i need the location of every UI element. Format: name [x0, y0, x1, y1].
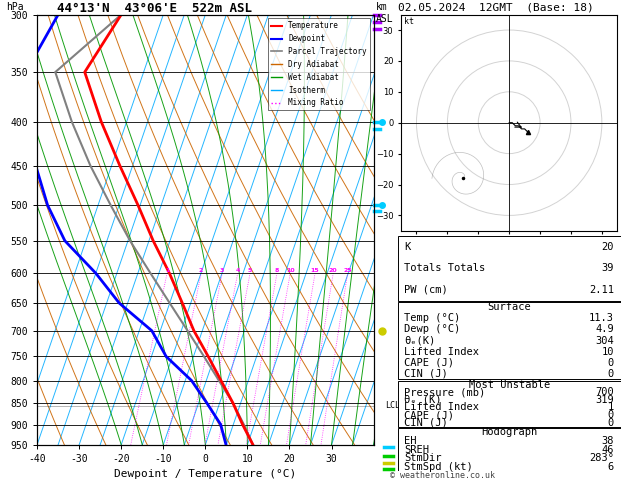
Text: km
ASL: km ASL — [376, 2, 394, 24]
Text: StmSpd (kt): StmSpd (kt) — [404, 462, 473, 472]
Text: Dewp (°C): Dewp (°C) — [404, 325, 460, 334]
Bar — [398, 381, 621, 427]
Text: 15: 15 — [311, 268, 320, 273]
Bar — [398, 302, 621, 380]
Text: Surface: Surface — [487, 302, 531, 312]
Text: 6: 6 — [608, 462, 614, 472]
Text: 283°: 283° — [589, 453, 614, 463]
Text: 4: 4 — [235, 268, 240, 273]
Text: StmDir: StmDir — [404, 453, 442, 463]
Text: K: K — [404, 242, 411, 252]
Text: θₑ(K): θₑ(K) — [404, 336, 435, 346]
Text: 0: 0 — [608, 358, 614, 368]
Text: 3: 3 — [220, 268, 225, 273]
Text: 0: 0 — [608, 410, 614, 420]
Text: 25: 25 — [343, 268, 352, 273]
Text: LCL: LCL — [386, 401, 401, 410]
Text: 1: 1 — [165, 268, 169, 273]
Text: EH: EH — [404, 436, 417, 446]
Text: Most Unstable: Most Unstable — [469, 380, 550, 389]
Text: Lifted Index: Lifted Index — [404, 402, 479, 413]
Text: 4.9: 4.9 — [596, 325, 614, 334]
Legend: Temperature, Dewpoint, Parcel Trajectory, Dry Adiabat, Wet Adiabat, Isotherm, Mi: Temperature, Dewpoint, Parcel Trajectory… — [267, 18, 370, 110]
Text: 46: 46 — [601, 445, 614, 454]
Text: hPa: hPa — [6, 2, 24, 13]
Text: 10: 10 — [286, 268, 294, 273]
Text: 5: 5 — [248, 268, 252, 273]
Text: Temp (°C): Temp (°C) — [404, 313, 460, 323]
Text: CIN (J): CIN (J) — [404, 369, 448, 379]
Text: 8: 8 — [275, 268, 279, 273]
Text: 11.3: 11.3 — [589, 313, 614, 323]
Text: SREH: SREH — [404, 445, 429, 454]
Bar — [398, 428, 621, 471]
Text: 304: 304 — [596, 336, 614, 346]
Text: 2: 2 — [199, 268, 203, 273]
Text: Lifted Index: Lifted Index — [404, 347, 479, 357]
Text: 39: 39 — [601, 263, 614, 273]
Text: CAPE (J): CAPE (J) — [404, 410, 454, 420]
Text: 319: 319 — [596, 395, 614, 405]
Text: © weatheronline.co.uk: © weatheronline.co.uk — [390, 471, 495, 480]
Text: 700: 700 — [596, 387, 614, 397]
Text: kt: kt — [404, 17, 414, 26]
Text: 0: 0 — [608, 369, 614, 379]
Text: 20: 20 — [601, 242, 614, 252]
Text: 0: 0 — [608, 418, 614, 428]
Text: Hodograph: Hodograph — [481, 427, 537, 437]
Text: 38: 38 — [601, 436, 614, 446]
Text: CIN (J): CIN (J) — [404, 418, 448, 428]
Text: 20: 20 — [329, 268, 338, 273]
X-axis label: Dewpoint / Temperature (°C): Dewpoint / Temperature (°C) — [114, 469, 296, 479]
Text: CAPE (J): CAPE (J) — [404, 358, 454, 368]
Text: 10: 10 — [601, 347, 614, 357]
Text: 44°13'N  43°06'E  522m ASL: 44°13'N 43°06'E 522m ASL — [57, 2, 252, 16]
Bar — [398, 236, 621, 300]
Text: PW (cm): PW (cm) — [404, 285, 448, 295]
Text: 02.05.2024  12GMT  (Base: 18): 02.05.2024 12GMT (Base: 18) — [398, 2, 593, 13]
Text: 2.11: 2.11 — [589, 285, 614, 295]
Text: 1: 1 — [608, 402, 614, 413]
Text: θₑ (K): θₑ (K) — [404, 395, 442, 405]
Text: Totals Totals: Totals Totals — [404, 263, 486, 273]
Text: Pressure (mb): Pressure (mb) — [404, 387, 486, 397]
